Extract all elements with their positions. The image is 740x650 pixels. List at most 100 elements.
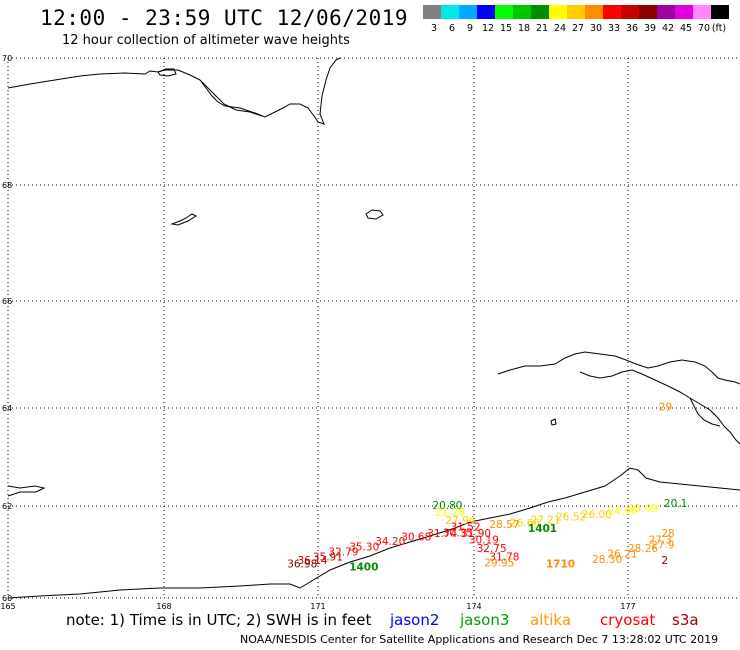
wave-height-value: 35.30 [349, 542, 379, 554]
lat-label: 64 [2, 404, 12, 413]
wave-height-value: 30.68 [401, 532, 431, 544]
lon-label: 171 [310, 602, 325, 611]
wave-height-value: 28.26 [628, 543, 658, 555]
legend-label: 21 [536, 23, 548, 34]
wave-height-value: 29.95 [484, 558, 514, 570]
lat-label: 60 [2, 594, 12, 603]
wave-height-value: 34.20 [375, 536, 405, 548]
legend-swatch [639, 5, 657, 19]
wave-height-value: 28 [661, 528, 674, 540]
legend-label: 39 [644, 23, 656, 34]
legend-label: 42 [662, 23, 674, 34]
altimeter-observations: 20.8021.2827.9431.5230.3531.9030.1932.75… [287, 401, 687, 570]
legend-swatch [657, 5, 675, 19]
legend-swatch [531, 5, 549, 19]
legend-unit: (ft) [712, 23, 726, 34]
wave-height-value: 28.57 [489, 519, 519, 531]
coast-bay [199, 79, 263, 117]
lon-label: 174 [466, 602, 481, 611]
legend-swatch [603, 5, 621, 19]
legend-label: 15 [500, 23, 512, 34]
legend-label: 27 [572, 23, 584, 34]
wave-height-value: 20.1 [664, 498, 687, 510]
coast-anadyr-bay [579, 369, 740, 445]
sat-jason3: jason3 [460, 611, 510, 629]
legend-swatch [621, 5, 639, 19]
legend-label: 6 [449, 23, 455, 34]
wave-height-value: 35.91 [313, 551, 343, 563]
wave-height-value: 32.75 [477, 543, 507, 555]
wave-height-legend: 3 6 9 12 15 18 21 24 27 30 33 36 39 42 45 70 (ft) [423, 5, 729, 34]
pass-time-label: 1401 [528, 523, 557, 535]
legend-swatch [693, 5, 711, 19]
sat-jason2: jason2 [390, 611, 440, 629]
coastline [7, 57, 740, 599]
wave-height-value: 36.98 [287, 559, 317, 571]
wave-height-value: 26.21 [607, 549, 637, 561]
legend-swatch [495, 5, 513, 19]
legend-swatch [585, 5, 603, 19]
wave-height-value: 30.19 [469, 535, 499, 547]
lat-label: 70 [2, 54, 12, 63]
legend-swatch [477, 5, 495, 19]
coast-kamchatka [309, 467, 740, 583]
legend-label: 18 [518, 23, 530, 34]
legend-swatch [459, 5, 477, 19]
wave-height-value: 31.52 [451, 521, 481, 533]
sat-s3a: s3a [672, 611, 699, 629]
legend-swatch [711, 5, 729, 19]
island-3 [550, 418, 557, 426]
legend-label: 30 [590, 23, 602, 34]
credit-line: NOAA/NESDIS Center for Satellite Applica… [240, 633, 719, 646]
wave-height-value: 20.80 [432, 500, 462, 512]
pass-time-label: 1710 [546, 559, 575, 571]
wave-height-value: 21.28 [435, 507, 465, 519]
legend-label: 12 [482, 23, 494, 34]
page-title: 12:00 - 23:59 UTC 12/06/2019 [40, 6, 409, 30]
page-subtitle: 12 hour collection of altimeter wave hei… [62, 33, 350, 48]
note-text: note: 1) Time is in UTC; 2) SWH is in fe… [66, 611, 372, 629]
wave-height-value: 26.00 [582, 509, 612, 521]
lon-label: 168 [156, 602, 171, 611]
lat-label: 68 [2, 181, 12, 190]
wave-height-value: 36.14 [297, 555, 327, 567]
wave-height-value: 28.30 [592, 554, 622, 566]
coast-southwest [7, 485, 46, 497]
wave-height-value: 2 [661, 555, 668, 567]
wave-height-value: 30.35 [443, 527, 473, 539]
wave-height-value: 29 [659, 401, 672, 413]
legend-label: 3 [431, 23, 437, 34]
island-2 [170, 213, 198, 226]
legend-label: 70 [698, 23, 710, 34]
wave-height-value: 27.94 [445, 515, 475, 527]
lat-label: 62 [2, 502, 12, 511]
coast-anadyr-inner [689, 397, 721, 427]
pass-time-label: 1400 [349, 561, 378, 573]
coast-south [7, 581, 311, 599]
lat-label: 66 [2, 297, 12, 306]
coast-north [7, 57, 341, 125]
legend-swatch [567, 5, 585, 19]
wave-height-value: 26.66 [510, 518, 540, 530]
legend-swatch [423, 5, 441, 19]
wave-height-value: 27.9 [651, 539, 674, 551]
lon-label: 165 [0, 602, 15, 611]
coast-north-loop [157, 68, 177, 77]
coast-chukotka-east [497, 351, 740, 385]
legend-label: 33 [608, 23, 620, 34]
legend-label: 45 [680, 23, 692, 34]
sat-cryosat: cryosat [600, 611, 656, 629]
wave-height-value: 26.52 [556, 511, 586, 523]
island-1 [365, 209, 384, 220]
legend-swatch [675, 5, 693, 19]
wave-height-value: 31.78 [489, 551, 519, 563]
legend-label: 24 [554, 23, 566, 34]
wave-height-value: 24.66 [607, 506, 637, 518]
wave-height-value: 31.74 [427, 528, 457, 540]
legend-label: 9 [467, 23, 473, 34]
lon-label: 177 [620, 602, 635, 611]
sat-altika: altika [530, 611, 572, 629]
wave-height-value: 31.90 [461, 528, 491, 540]
